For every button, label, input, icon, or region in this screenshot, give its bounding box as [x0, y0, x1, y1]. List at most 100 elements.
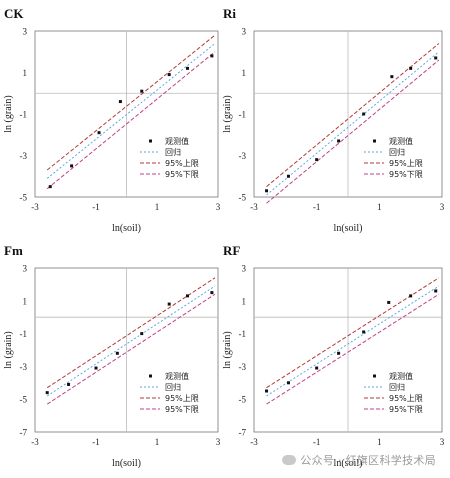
data-point [265, 189, 269, 193]
legend-swatch [373, 139, 376, 143]
y-tick-label: -5 [239, 193, 247, 203]
legend-upper: 95%上限 [389, 159, 423, 168]
regression-line [266, 285, 440, 397]
regression-line [46, 285, 216, 397]
y-tick-label: 3 [23, 264, 28, 274]
data-point [45, 391, 49, 395]
y-axis-label: ln (grain) [3, 95, 14, 133]
legend-lower: 95%下限 [165, 170, 199, 179]
y-axis-label: ln (grain) [3, 331, 14, 369]
data-point [140, 89, 144, 93]
watermark-text: 公众号 · 红旗区科学技术局 [300, 454, 436, 467]
y-tick-label: 1 [242, 296, 247, 306]
y-tick-label: -5 [20, 193, 28, 203]
x-tick-label: -1 [313, 437, 321, 447]
data-point [115, 351, 119, 355]
data-point [94, 366, 98, 370]
y-tick-label: 1 [242, 68, 247, 78]
x-tick-label: 1 [377, 202, 382, 212]
panel-title: RF [223, 243, 240, 258]
data-point [315, 366, 319, 370]
data-point [210, 54, 214, 58]
x-tick-label: 3 [216, 202, 221, 212]
watermark: 公众号 · 红旗区科学技术局 [282, 452, 436, 468]
y-tick-label: -3 [20, 151, 28, 161]
legend-regression: 回归 [165, 147, 181, 157]
legend-regression: 回归 [165, 382, 181, 392]
x-axis-label: ln(soil) [112, 458, 141, 469]
upper-bound-line [266, 277, 440, 389]
x-tick-label: 1 [377, 437, 382, 447]
panel-title: Fm [4, 243, 23, 258]
y-tick-label: 1 [23, 68, 28, 78]
legend-observed: 观测值 [389, 136, 413, 146]
upper-bound-line [46, 277, 216, 389]
x-axis-label: ln(soil) [334, 458, 363, 469]
y-axis-label: ln (grain) [222, 95, 233, 133]
legend-regression: 回归 [389, 382, 405, 392]
lower-bound-line [266, 293, 440, 405]
legend-lower: 95%下限 [389, 170, 423, 179]
x-tick-label: -1 [313, 202, 321, 212]
y-tick-label: 3 [23, 27, 28, 37]
x-tick-label: -3 [250, 202, 258, 212]
y-tick-label: -1 [20, 110, 28, 120]
data-point [167, 73, 171, 77]
y-tick-label: -3 [20, 362, 28, 372]
data-point [286, 381, 290, 385]
y-tick-label: -1 [20, 329, 28, 339]
data-point [337, 139, 341, 143]
data-point [67, 382, 71, 386]
legend-observed: 观测值 [165, 136, 189, 146]
data-point [409, 66, 413, 70]
x-axis-label: ln(soil) [112, 223, 141, 234]
wechat-icon [282, 455, 297, 465]
lower-bound-line [46, 293, 216, 405]
data-point [167, 302, 171, 306]
upper-bound-line [46, 34, 216, 171]
x-tick-label: -1 [92, 202, 100, 212]
x-tick-label: -3 [250, 437, 258, 447]
legend-lower: 95%下限 [165, 405, 199, 414]
legend-upper: 95%上限 [389, 394, 423, 403]
legend-swatch [373, 374, 376, 378]
data-point [186, 294, 189, 298]
data-point [315, 158, 319, 162]
legend-swatch [149, 374, 152, 378]
lower-bound-line [46, 51, 216, 190]
data-point [186, 66, 189, 70]
data-point [390, 75, 394, 79]
data-point [434, 289, 438, 293]
panel-title: Ri [223, 6, 236, 21]
x-tick-label: -3 [31, 437, 39, 447]
x-tick-label: 3 [440, 202, 445, 212]
panel-title: CK [4, 6, 24, 21]
data-point [48, 185, 52, 189]
lower-bound-line [266, 59, 440, 204]
y-tick-label: -3 [239, 151, 247, 161]
y-tick-label: 1 [23, 296, 28, 306]
y-tick-label: 3 [242, 27, 247, 37]
data-point [70, 164, 74, 168]
y-tick-label: -1 [239, 110, 247, 120]
data-point [409, 294, 413, 298]
legend-observed: 观测值 [389, 371, 413, 381]
y-tick-label: -5 [239, 395, 247, 405]
data-point [97, 131, 101, 135]
x-tick-label: 3 [440, 437, 445, 447]
y-tick-label: -7 [20, 428, 28, 438]
regression-line [266, 51, 440, 196]
data-point [387, 300, 391, 304]
legend-upper: 95%上限 [165, 159, 199, 168]
data-point [140, 332, 144, 336]
x-tick-label: -1 [92, 437, 100, 447]
y-tick-label: -5 [20, 395, 28, 405]
data-point [434, 56, 438, 60]
y-tick-label: -1 [239, 329, 247, 339]
data-point [362, 112, 366, 116]
x-tick-label: 1 [155, 437, 160, 447]
